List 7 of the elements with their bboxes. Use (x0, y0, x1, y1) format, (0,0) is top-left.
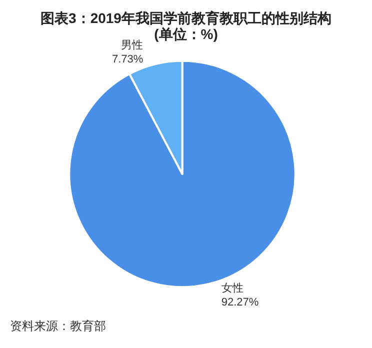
data-label: 92.27% (221, 296, 259, 308)
slice-label: 女性 (221, 282, 244, 294)
data-label: 7.73% (112, 54, 144, 66)
chart-title: 图表3：2019年我国学前教育教职工的性别结构 (40, 10, 332, 26)
text: 资料来源：教育部 (10, 319, 106, 333)
chart-subtitle: (单位：%) (154, 26, 218, 42)
slice-label: 男性 (121, 40, 144, 52)
